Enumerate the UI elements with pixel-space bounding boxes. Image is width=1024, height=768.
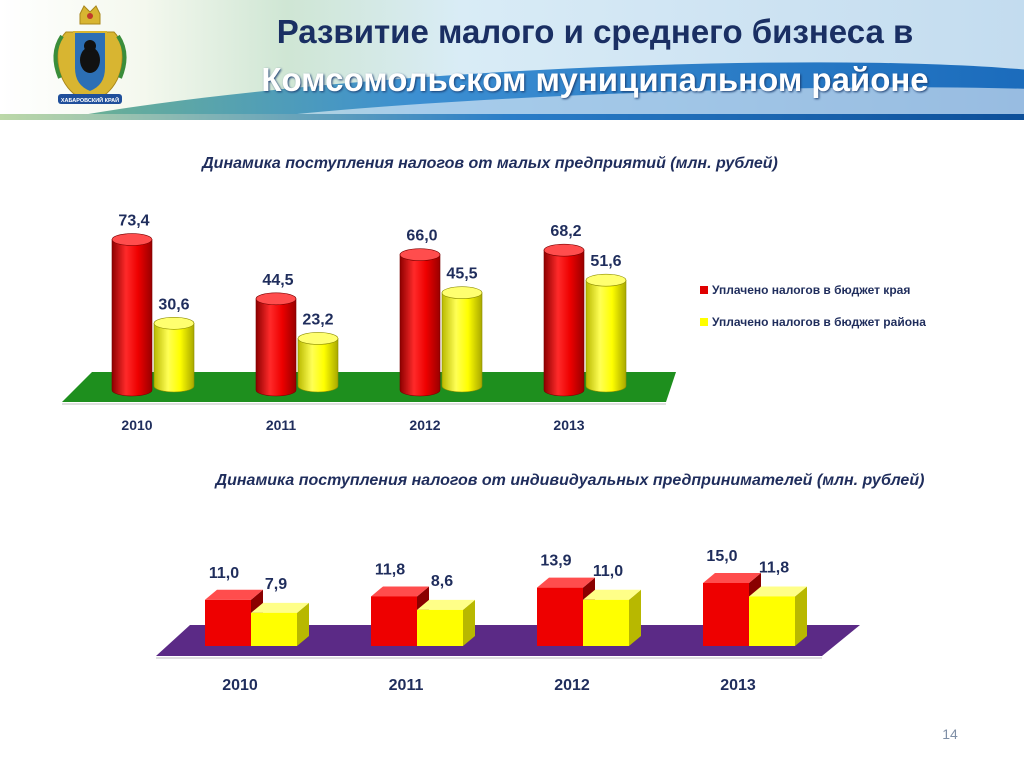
svg-text:ХАБАРОВСКИЙ КРАЙ: ХАБАРОВСКИЙ КРАЙ	[61, 96, 119, 104]
header-banner	[0, 0, 1024, 120]
chart1-bar-top-2012-series1	[399, 248, 441, 261]
chart1-bar-2013-series2	[585, 279, 627, 393]
chart1-bar-2010-series1	[111, 239, 153, 397]
chart2-title: Динамика поступления налогов от индивиду…	[215, 472, 925, 489]
title-line-1: Развитие малого и среднего бизнеса в	[276, 13, 914, 50]
chart1-bar-2012-series1	[399, 254, 441, 397]
chart2-data-label-2012-series2: 11,0	[593, 563, 623, 580]
chart1-bar-top-2013-series1	[543, 243, 585, 257]
chart1-bar-2011-series1	[255, 298, 297, 397]
chart1-floor	[62, 372, 676, 402]
chart1-data-label-2012-series2: 45,5	[446, 266, 477, 283]
chart2-floor	[156, 625, 860, 656]
chart1-data-label-2011-series2: 23,2	[302, 311, 333, 328]
chart2-data-label-2010-series1: 11,0	[209, 565, 239, 582]
chart2-individual-entrepreneurs: 11,0 7,9 2010 11,8 8,6 2011 13,9 11,0 2012 15,0 11…	[156, 548, 860, 694]
chart2-bar-side-2011-series2	[463, 599, 475, 646]
chart1-title: Динамика поступления налогов от малых пр…	[202, 155, 778, 172]
chart1-bar-top-2010-series1	[111, 233, 153, 246]
chart2-bar-top-2013-series1	[703, 573, 761, 583]
chart2-bar-top-2011-series1	[371, 586, 429, 597]
chart2-bar-2011-series1	[371, 596, 417, 646]
chart1-bar-2011-series2	[297, 338, 339, 393]
chart2-bar-top-2010-series1	[205, 589, 263, 600]
chart2-data-label-2010-series2: 7,9	[265, 576, 287, 593]
chart1-legend-swatch-1	[700, 286, 708, 294]
chart2-bar-top-2012-series2	[583, 589, 641, 600]
chart1-bar-top-2010-series2	[153, 316, 195, 330]
chart1-legend-swatch-2	[700, 318, 708, 326]
page-title: Развитие малого и среднего бизнеса в Ком…	[170, 8, 1020, 104]
chart2-bar-top-2012-series1	[537, 577, 595, 588]
header-underline	[0, 114, 1024, 120]
chart1-data-label-2013-series2: 51,6	[590, 253, 621, 270]
chart1-tick-2011: 2011	[266, 417, 297, 433]
chart2-data-label-2013-series2: 11,8	[759, 559, 789, 576]
chart1-bar-2013-series1	[543, 249, 585, 397]
chart2-bar-2013-series1	[703, 583, 749, 646]
chart2-data-label-2013-series1: 15,0	[706, 548, 737, 565]
title-line-2: Комсомольском муниципальном районе	[261, 61, 929, 98]
chart2-bar-side-2010-series2	[297, 602, 309, 646]
chart1-data-label-2010-series1: 73,4	[118, 213, 149, 230]
chart2-data-label-2011-series2: 8,6	[431, 573, 453, 590]
chart1-bar-top-2011-series2	[297, 332, 339, 345]
chart1-tick-2012: 2012	[409, 417, 440, 433]
chart2-bar-2012-series1	[537, 587, 583, 646]
chart1-bar-2012-series2	[441, 292, 483, 393]
chart2-tick-2010: 2010	[222, 677, 258, 694]
chart2-bar-2013-series2	[749, 596, 795, 646]
chart2-tick-2011: 2011	[389, 677, 424, 694]
chart2-data-label-2011-series1: 11,8	[375, 561, 405, 578]
chart2-tick-2012: 2012	[554, 677, 590, 694]
chart2-bar-2012-series2	[583, 599, 629, 646]
chart1-data-label-2011-series1: 44,5	[262, 272, 293, 289]
chart2-bar-2010-series1	[205, 599, 251, 646]
chart1-bar-top-2013-series2	[585, 273, 627, 287]
chart2-bar-side-2013-series2	[795, 586, 807, 646]
chart2-bar-2010-series2	[251, 612, 297, 646]
chart2-data-label-2012-series1: 13,9	[540, 553, 571, 570]
chart1-data-label-2012-series1: 66,0	[406, 228, 437, 245]
chart1-tick-2010: 2010	[121, 417, 152, 433]
coat-of-arms-emblem: ХАБАРОВСКИЙ КРАЙ	[53, 5, 127, 104]
chart1-small-enterprises: 73,4 30,6 2010 44,5 23,2 2011 66,0 45,5 2012 68,2…	[62, 213, 926, 433]
chart1-bar-top-2011-series1	[255, 292, 297, 306]
page-number: 14	[942, 726, 958, 742]
chart1-data-label-2010-series2: 30,6	[158, 296, 189, 313]
chart1-data-label-2013-series1: 68,2	[550, 223, 581, 240]
chart1-bar-top-2012-series2	[441, 286, 483, 300]
chart1-tick-2013: 2013	[553, 417, 584, 433]
chart1-legend-label-2: Уплачено налогов в бюджет района	[712, 315, 926, 329]
chart2-bar-2011-series2	[417, 609, 463, 646]
chart2-bar-top-2013-series2	[749, 586, 807, 597]
chart1-bar-2010-series2	[153, 322, 195, 393]
chart2-bar-top-2011-series2	[417, 599, 475, 610]
chart2-tick-2013: 2013	[720, 677, 756, 694]
chart2-bar-side-2012-series2	[629, 589, 641, 646]
chart1-legend-label-1: Уплачено налогов в бюджет края	[712, 283, 910, 297]
chart2-bar-top-2010-series2	[251, 602, 309, 613]
